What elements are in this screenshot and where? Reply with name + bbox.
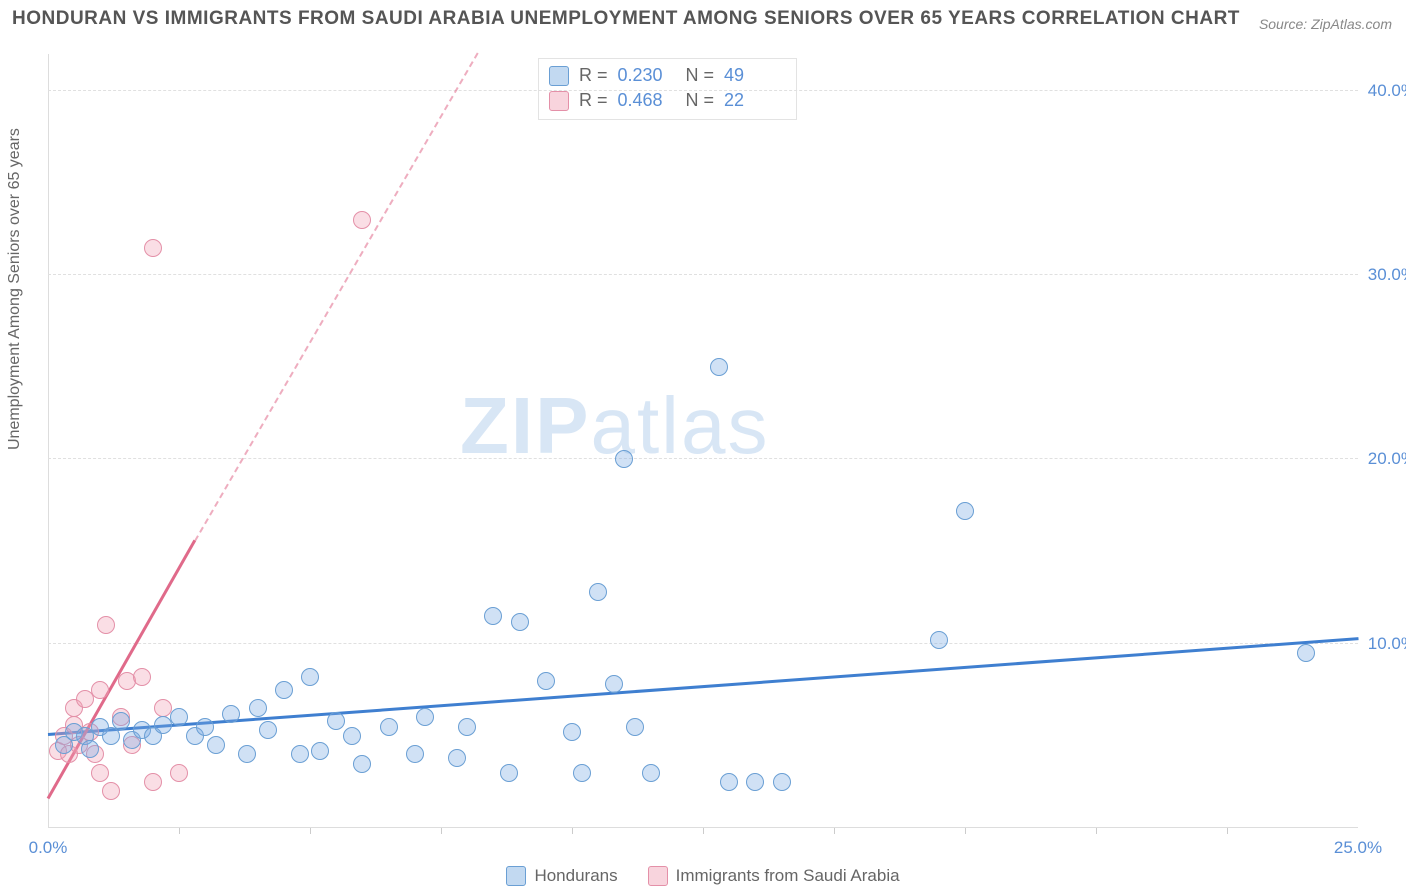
source-attribution: Source: ZipAtlas.com [1259,16,1392,32]
y-tick-label: 30.0% [1368,265,1406,285]
data-point [275,681,293,699]
trend-line [194,53,479,542]
grid-line [48,643,1358,644]
data-point [484,607,502,625]
data-point [301,668,319,686]
data-point [573,764,591,782]
data-point [170,708,188,726]
data-point [196,718,214,736]
data-point [144,239,162,257]
series-legend: Hondurans Immigrants from Saudi Arabia [0,866,1406,886]
data-point [615,450,633,468]
data-point [327,712,345,730]
data-point [343,727,361,745]
data-point [563,723,581,741]
x-minor-tick [572,828,573,834]
data-point [144,773,162,791]
chart-title: HONDURAN VS IMMIGRANTS FROM SAUDI ARABIA… [12,8,1240,30]
grid-line [48,90,1358,91]
scatter-plot-area: R =0.230N =49R =0.468N =22 10.0%20.0%30.… [48,54,1358,828]
data-point [91,764,109,782]
data-point [720,773,738,791]
data-point [930,631,948,649]
data-point [605,675,623,693]
r-label: R = [579,90,608,111]
x-minor-tick [965,828,966,834]
data-point [416,708,434,726]
data-point [448,749,466,767]
y-tick-label: 20.0% [1368,449,1406,469]
x-minor-tick [1096,828,1097,834]
y-tick-label: 40.0% [1368,81,1406,101]
data-point [746,773,764,791]
data-point [102,782,120,800]
data-point [537,672,555,690]
x-minor-tick [703,828,704,834]
stat-row: R = 0.468 N = 22 [549,88,782,113]
data-point [380,718,398,736]
data-point [353,211,371,229]
data-point [97,616,115,634]
swatch-pink [648,866,668,886]
y-axis-line [48,54,49,828]
x-minor-tick [1227,828,1228,834]
x-tick-label: 25.0% [1334,838,1382,858]
data-point [1297,644,1315,662]
data-point [500,764,518,782]
data-point [291,745,309,763]
x-minor-tick [441,828,442,834]
n-label: N = [686,65,715,86]
data-point [170,764,188,782]
data-point [773,773,791,791]
x-minor-tick [834,828,835,834]
data-point [259,721,277,739]
data-point [102,727,120,745]
data-point [222,705,240,723]
data-point [511,613,529,631]
grid-line [48,458,1358,459]
data-point [81,740,99,758]
data-point [353,755,371,773]
data-point [112,712,130,730]
y-tick-label: 10.0% [1368,634,1406,654]
legend-label: Hondurans [534,866,617,886]
r-value: 0.230 [618,65,676,86]
data-point [249,699,267,717]
x-minor-tick [179,828,180,834]
x-minor-tick [310,828,311,834]
data-point [311,742,329,760]
legend-item: Immigrants from Saudi Arabia [648,866,900,886]
data-point [626,718,644,736]
data-point [207,736,225,754]
r-value: 0.468 [618,90,676,111]
stat-row: R = 0.230 N = 49 [549,63,782,88]
data-point [91,681,109,699]
swatch-blue [506,866,526,886]
data-point [589,583,607,601]
data-point [956,502,974,520]
y-axis-label: Unemployment Among Seniors over 65 years [6,128,24,450]
x-tick-label: 0.0% [29,838,68,858]
legend-item: Hondurans [506,866,617,886]
data-point [710,358,728,376]
data-point [642,764,660,782]
legend-label: Immigrants from Saudi Arabia [676,866,900,886]
swatch-blue [549,66,569,86]
swatch-pink [549,91,569,111]
data-point [458,718,476,736]
n-label: N = [686,90,715,111]
data-point [238,745,256,763]
data-point [133,668,151,686]
r-label: R = [579,65,608,86]
n-value: 49 [724,65,782,86]
grid-line [48,274,1358,275]
trend-line [48,637,1358,736]
data-point [406,745,424,763]
n-value: 22 [724,90,782,111]
